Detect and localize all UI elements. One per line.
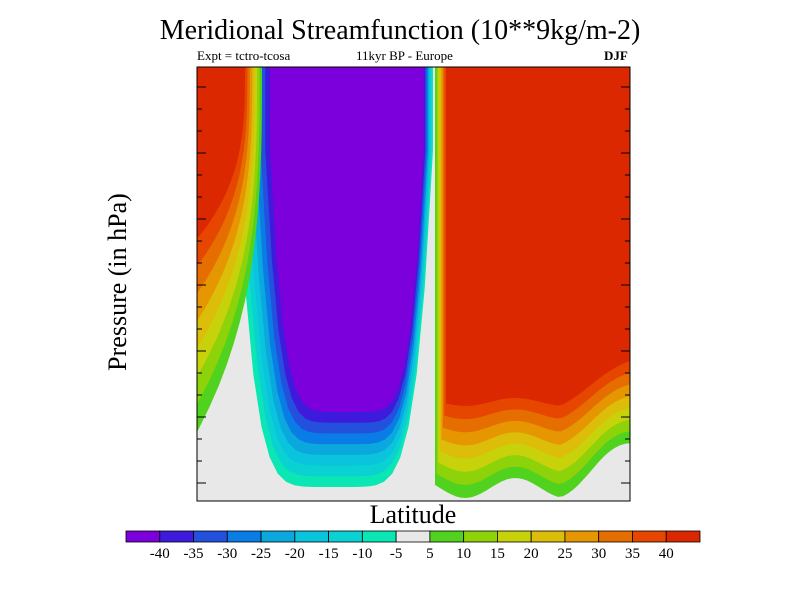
- colorbar-tick-label: 10: [456, 546, 472, 562]
- colorbar-tick-label: -20: [284, 546, 305, 562]
- contour-field: [197, 67, 630, 501]
- colorbar-swatch-10: [429, 530, 465, 543]
- chart-title: Meridional Streamfunction (10**9kg/m-2): [159, 15, 641, 46]
- colorbar-tick-label: 35: [624, 546, 640, 562]
- colorbar-tick-label: 30: [591, 546, 607, 562]
- colorbar-swatch-6: [294, 530, 329, 543]
- colorbar-swatch-13: [530, 530, 566, 543]
- colorbar-swatch-17: [665, 530, 701, 543]
- colorbar-tick-label: 15: [489, 546, 505, 562]
- colorbar-tick-label: -25: [251, 546, 272, 562]
- colorbar-swatch-1: [125, 530, 161, 543]
- colorbar-swatch-7: [328, 530, 363, 543]
- colorbar-swatch-3: [193, 530, 228, 543]
- colorbar-swatch-15: [598, 530, 633, 543]
- period-region-label: 11kyr BP - Europe: [356, 48, 453, 63]
- colorbar-tick-label: 40: [658, 546, 674, 562]
- colorbar-swatch-14: [564, 530, 600, 543]
- season-label: DJF: [604, 48, 628, 63]
- colorbar-tick-label: -40: [149, 546, 170, 562]
- x-axis-label: Latitude: [369, 500, 457, 529]
- colorbar-tick-label: -15: [318, 546, 339, 562]
- colorbar-swatch-9: [395, 530, 431, 543]
- negative-band-8: [270, 67, 424, 412]
- colorbar-tick-label: -5: [389, 546, 403, 562]
- colorbar-swatch-16: [632, 530, 667, 543]
- colorbar-tick-label: 20: [523, 546, 539, 562]
- colorbar-swatch-4: [226, 530, 262, 543]
- colorbar-swatch-5: [260, 530, 296, 543]
- colorbar-tick-label: -30: [217, 546, 238, 562]
- southern-positive-band-8: [197, 67, 245, 239]
- colorbar-tick-label: -35: [183, 546, 204, 562]
- northern-positive-band-8: [446, 67, 630, 406]
- colorbar-swatch-11: [463, 530, 498, 543]
- colorbar-tick-label: -10: [352, 546, 373, 562]
- experiment-label: Expt = tctro-tcosa: [197, 48, 291, 63]
- colorbar-swatch-12: [497, 530, 532, 543]
- colorbar-tick-label: 5: [426, 546, 434, 562]
- colorbar-tick-label: 25: [557, 546, 573, 562]
- colorbar-swatch-8: [361, 530, 397, 543]
- colorbar: [125, 530, 701, 543]
- colorbar-swatch-2: [159, 530, 194, 543]
- y-axis-ticks: [197, 86, 630, 484]
- plot-frame: [196, 66, 631, 502]
